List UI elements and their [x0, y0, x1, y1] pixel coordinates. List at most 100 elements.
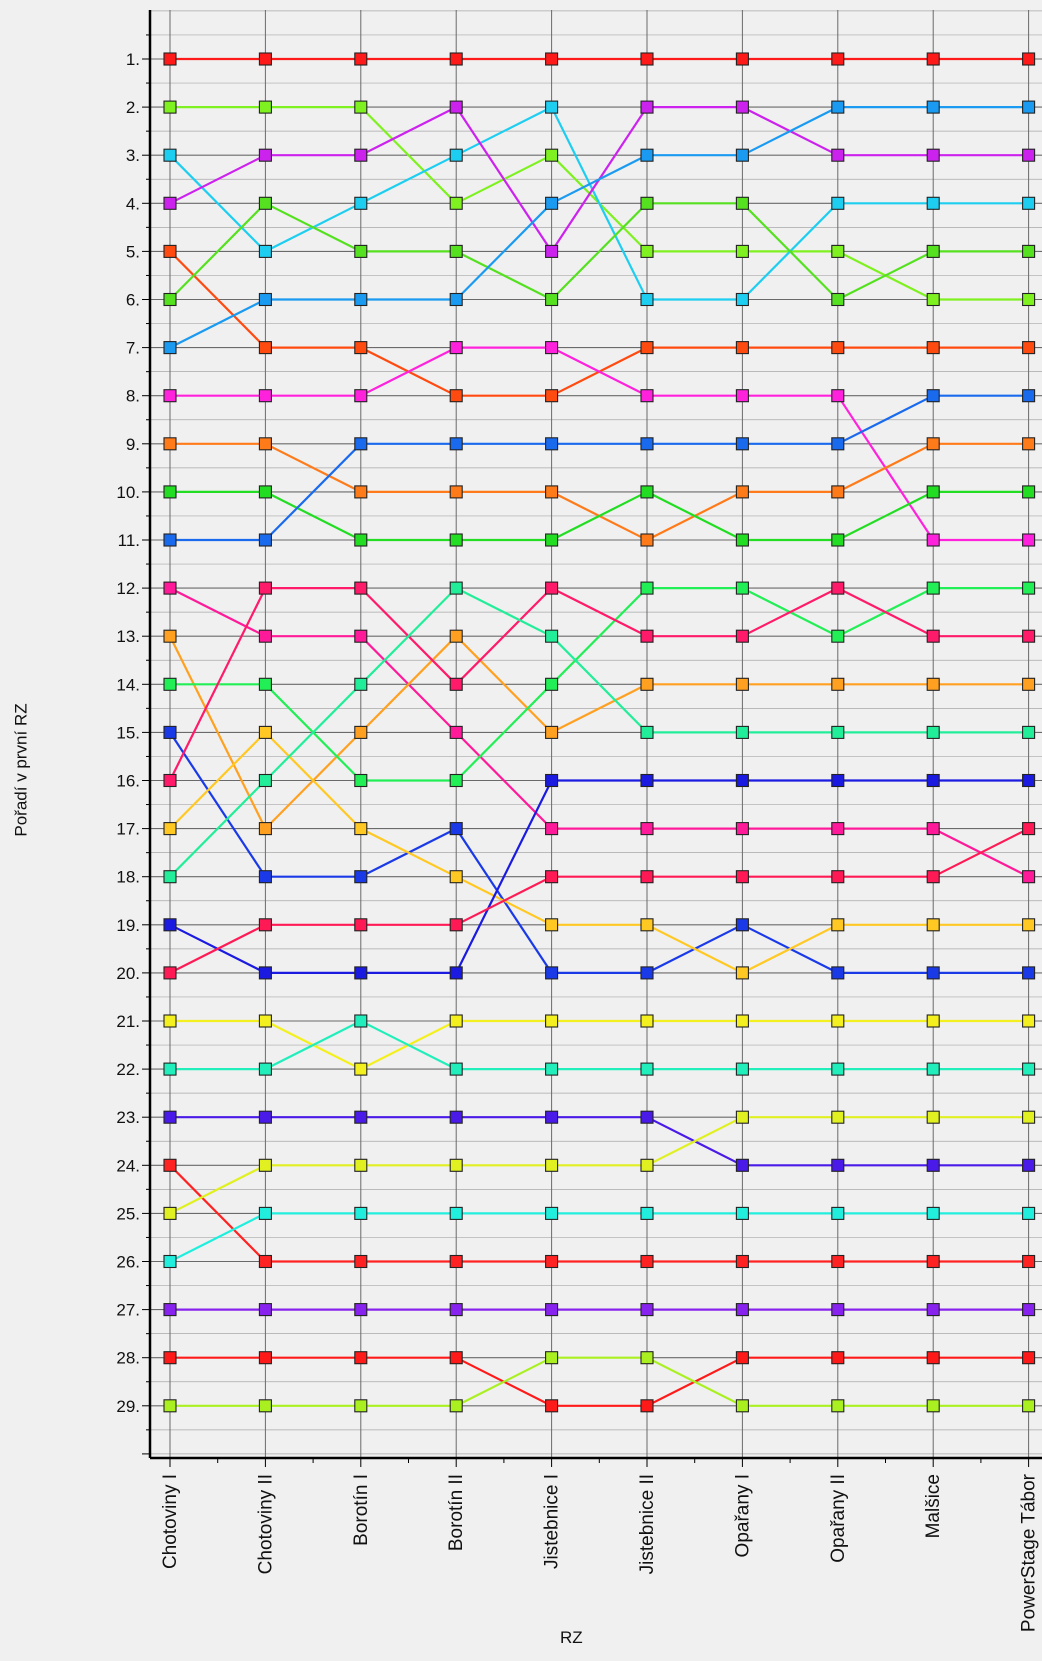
data-point: [640, 485, 654, 499]
data-point: [545, 52, 559, 66]
data-point: [449, 918, 463, 932]
data-point: [163, 1206, 177, 1220]
data-point: [258, 485, 272, 499]
data-point: [545, 1110, 559, 1124]
y-tick-label: 20.: [116, 964, 140, 983]
y-tick-label: 8.: [126, 387, 140, 406]
data-point: [258, 1206, 272, 1220]
data-point: [545, 341, 559, 355]
data-point: [545, 100, 559, 114]
y-tick-label: 5.: [126, 242, 140, 261]
data-point: [640, 1399, 654, 1413]
data-point: [449, 1206, 463, 1220]
data-point: [926, 918, 940, 932]
data-point: [926, 52, 940, 66]
data-point: [831, 822, 845, 836]
y-tick-label: 15.: [116, 723, 140, 742]
data-point: [163, 1399, 177, 1413]
x-tick-label: Jistebnice I: [542, 1474, 563, 1569]
data-point: [735, 581, 749, 595]
data-point: [831, 1303, 845, 1317]
data-point: [545, 1351, 559, 1365]
y-tick-label: 10.: [116, 483, 140, 502]
data-point: [354, 629, 368, 643]
y-tick-label: 9.: [126, 435, 140, 454]
data-point: [163, 773, 177, 788]
data-point: [449, 677, 463, 691]
data-point: [831, 918, 845, 932]
data-point: [163, 341, 177, 355]
series-line: [170, 1019, 1029, 1071]
data-point: [640, 1303, 654, 1317]
data-point: [735, 1351, 749, 1365]
data-point: [735, 533, 749, 547]
data-point: [258, 870, 272, 884]
data-point: [1022, 341, 1036, 355]
series-line: [170, 1116, 1029, 1167]
data-point: [163, 1158, 177, 1172]
data-point: [926, 1303, 940, 1317]
data-point: [449, 148, 463, 162]
data-point: [354, 870, 368, 884]
data-point: [735, 1399, 749, 1413]
data-point: [354, 822, 368, 836]
data-point: [640, 677, 654, 691]
data-point: [545, 533, 559, 547]
data-point: [831, 1399, 845, 1413]
data-point: [258, 1254, 272, 1269]
y-tick-label: 4.: [126, 194, 140, 213]
data-point: [258, 100, 272, 114]
data-point: [1022, 1206, 1036, 1220]
data-point: [831, 677, 845, 691]
data-point: [354, 485, 368, 499]
data-point: [1022, 1062, 1036, 1076]
data-point: [354, 244, 368, 258]
y-tick-label: 13.: [116, 627, 140, 646]
data-point: [449, 1110, 463, 1124]
x-tick-label: Jistebnice II: [637, 1474, 658, 1574]
series-line: [170, 490, 1029, 542]
y-tick-label: 3.: [126, 146, 140, 165]
data-point: [354, 1206, 368, 1220]
data-point: [735, 1110, 749, 1124]
data-point: [926, 629, 940, 643]
data-point: [926, 966, 940, 980]
data-point: [449, 196, 463, 210]
data-point: [1022, 629, 1036, 643]
series-line: [170, 394, 1029, 542]
data-point: [354, 389, 368, 403]
data-point: [926, 485, 940, 499]
data-point: [735, 389, 749, 403]
data-point: [640, 1062, 654, 1076]
data-point: [449, 100, 463, 114]
data-point: [449, 725, 463, 739]
y-tick-label: 17.: [116, 820, 140, 839]
series-line: [170, 1356, 1029, 1407]
data-point: [1022, 533, 1036, 547]
data-point: [735, 966, 749, 980]
data-point: [163, 389, 177, 403]
data-point: [831, 581, 845, 595]
data-point: [163, 148, 177, 162]
data-point: [640, 773, 654, 788]
data-point: [640, 870, 654, 884]
data-point: [926, 533, 940, 547]
data-point: [640, 1110, 654, 1124]
data-point: [1022, 196, 1036, 210]
data-point: [354, 1399, 368, 1413]
data-point: [163, 485, 177, 499]
data-point: [1022, 822, 1036, 836]
data-point: [545, 1062, 559, 1076]
data-point: [926, 1351, 940, 1365]
data-point: [258, 1399, 272, 1413]
series-markers: [163, 52, 1036, 1413]
series-line: [169, 587, 1030, 878]
data-point: [354, 292, 368, 307]
data-point: [831, 485, 845, 499]
data-point: [545, 485, 559, 499]
data-point: [735, 341, 749, 355]
data-point: [354, 1110, 368, 1124]
data-point: [449, 966, 463, 980]
data-point: [735, 1303, 749, 1317]
data-point: [449, 1254, 463, 1269]
